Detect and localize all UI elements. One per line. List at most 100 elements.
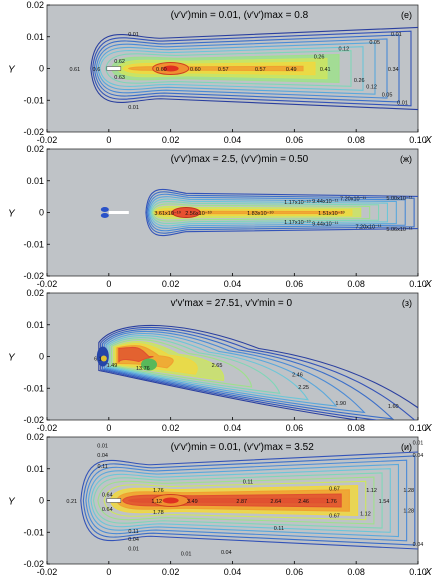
panel-label: (и) bbox=[401, 442, 412, 452]
contour-line bbox=[93, 472, 383, 529]
contour-label: 0.11 bbox=[274, 526, 284, 532]
x-tick-label: 0.06 bbox=[286, 135, 304, 145]
y-tick-label: 0.01 bbox=[26, 32, 44, 42]
contour-label: 0.67 bbox=[329, 486, 340, 492]
contour-line bbox=[92, 30, 412, 107]
contour-line bbox=[147, 193, 406, 232]
core-peak bbox=[162, 497, 179, 504]
nozzle-blob bbox=[100, 207, 109, 212]
contour-label: 0.01 bbox=[181, 551, 192, 557]
y-tick-label: 0 bbox=[39, 352, 44, 362]
contour-label: 0.04 bbox=[413, 542, 424, 548]
contour-label: 0.01 bbox=[397, 100, 408, 106]
contour-label: 0.60 bbox=[190, 67, 201, 73]
nozzle bbox=[106, 66, 122, 71]
contour-label: 2.46 bbox=[298, 499, 309, 505]
contour-label: 0.67 bbox=[329, 513, 340, 519]
contour-label: 0.34 bbox=[388, 67, 399, 73]
contour-line bbox=[87, 463, 400, 538]
core-region bbox=[141, 358, 158, 371]
contour-line bbox=[85, 459, 408, 542]
contour-label: 0.49 bbox=[286, 67, 297, 73]
contour-line bbox=[103, 330, 366, 414]
contour-label: 0.26 bbox=[354, 78, 365, 84]
x-tick-label: 0.04 bbox=[224, 279, 242, 289]
contour-line bbox=[107, 335, 309, 401]
contour-label: 9.44x10⁻¹¹ bbox=[312, 221, 338, 227]
contour-label: 0.01 bbox=[413, 440, 424, 446]
chart-panel-3: 6.1 1.49 13.76 2.65 2.46 2.25 1.90 1.60 v′v′max … bbox=[8, 288, 432, 434]
contour-line bbox=[101, 328, 395, 420]
contour-label: 1.49 bbox=[107, 363, 118, 369]
panel-title: (v′v′)min = 0.01, (v′v′)max = 0.8 bbox=[171, 10, 309, 21]
x-tick-label: 0.02 bbox=[162, 423, 180, 433]
contour-line bbox=[105, 50, 352, 87]
contour-line bbox=[97, 42, 376, 95]
contour-label: 1.12 bbox=[360, 512, 371, 518]
y-tick-label: 0.02 bbox=[26, 144, 44, 154]
x-tick-label: 0.06 bbox=[286, 279, 304, 289]
x-tick-label: 0.04 bbox=[224, 423, 242, 433]
x-tick-label: 0.06 bbox=[286, 567, 304, 577]
contour-label: 7.20x10⁻¹¹ bbox=[355, 224, 381, 230]
contour-label: 5.06x10⁻¹¹ bbox=[386, 227, 412, 233]
contour-label: 2.87 bbox=[236, 499, 247, 505]
contour-label: 0.62 bbox=[114, 59, 125, 65]
contour-line bbox=[152, 203, 371, 222]
y-tick-label: 0.01 bbox=[26, 176, 44, 186]
y-tick-label: -0.02 bbox=[23, 415, 44, 425]
x-tick-label: -0.02 bbox=[37, 135, 58, 145]
y-tick-label: -0.01 bbox=[23, 383, 44, 393]
contour-line bbox=[97, 476, 375, 525]
x-tick-label: 0.10 bbox=[409, 135, 427, 145]
contour-label: 1.17x10⁻¹⁰ bbox=[284, 219, 311, 226]
chart-panel-1: 0.01 0.010.050.120.260.61 0.60.620.630.60 0… bbox=[8, 0, 432, 146]
contour-label: 2.25 bbox=[298, 385, 309, 391]
contour-label: 0.63 bbox=[114, 75, 125, 81]
contour-label: 9.44x10⁻¹¹ bbox=[312, 199, 338, 205]
x-tick-label: 0.04 bbox=[224, 567, 242, 577]
y-tick-label: 0 bbox=[39, 496, 44, 506]
y-tick-label: -0.01 bbox=[23, 527, 44, 537]
contour-line bbox=[109, 337, 281, 394]
x-tick-label: 0.10 bbox=[409, 567, 427, 577]
contour-label: 2.46 bbox=[292, 372, 303, 378]
contour-label: 1.76 bbox=[326, 499, 337, 505]
contour-label: 1.83x10⁻¹⁰ bbox=[247, 210, 274, 217]
contour-label: 1.12 bbox=[151, 499, 162, 505]
x-axis-label: X bbox=[424, 423, 432, 434]
contour-label: 0.11 bbox=[128, 529, 138, 535]
contour-label: 0.12 bbox=[338, 46, 349, 52]
x-tick-label: 0 bbox=[106, 567, 111, 577]
contour-field bbox=[90, 26, 418, 111]
contour-line bbox=[103, 480, 367, 521]
contour-label: 0.61 bbox=[69, 67, 80, 73]
y-tick-label: 0.02 bbox=[26, 288, 44, 298]
contour-line bbox=[118, 346, 154, 363]
contour-label: 0.01 bbox=[97, 443, 108, 449]
panel-label: (з) bbox=[402, 298, 412, 308]
contour-label: 0.04 bbox=[97, 453, 108, 459]
core-peak bbox=[100, 355, 107, 362]
panel-title: (v′v′)min = 0.01, (v′v′)max = 3.52 bbox=[171, 442, 315, 453]
contour-label: 1.17x10⁻¹⁰ bbox=[284, 199, 311, 206]
x-tick-label: 0 bbox=[106, 423, 111, 433]
x-tick-label: 0 bbox=[106, 279, 111, 289]
contour-label: 13.76 bbox=[136, 366, 150, 372]
contour-line bbox=[93, 34, 400, 103]
x-tick-label: 0.02 bbox=[162, 279, 180, 289]
panel-title: (v′v′)max = 2.5, (v′v′)min = 0.50 bbox=[171, 154, 309, 165]
y-tick-label: -0.01 bbox=[23, 95, 44, 105]
x-tick-label: 0.02 bbox=[162, 135, 180, 145]
contour-line bbox=[98, 324, 418, 420]
x-tick-label: 0.08 bbox=[347, 567, 365, 577]
contour-line bbox=[145, 188, 418, 237]
y-tick-label: 0 bbox=[39, 64, 44, 74]
contour-line bbox=[150, 200, 380, 225]
contour-label: 0.64 bbox=[102, 507, 113, 513]
contour-label: 1.78 bbox=[153, 510, 164, 516]
contour-line bbox=[99, 46, 364, 91]
x-tick-label: 0.02 bbox=[162, 567, 180, 577]
contour-label: 0.57 bbox=[218, 67, 229, 73]
